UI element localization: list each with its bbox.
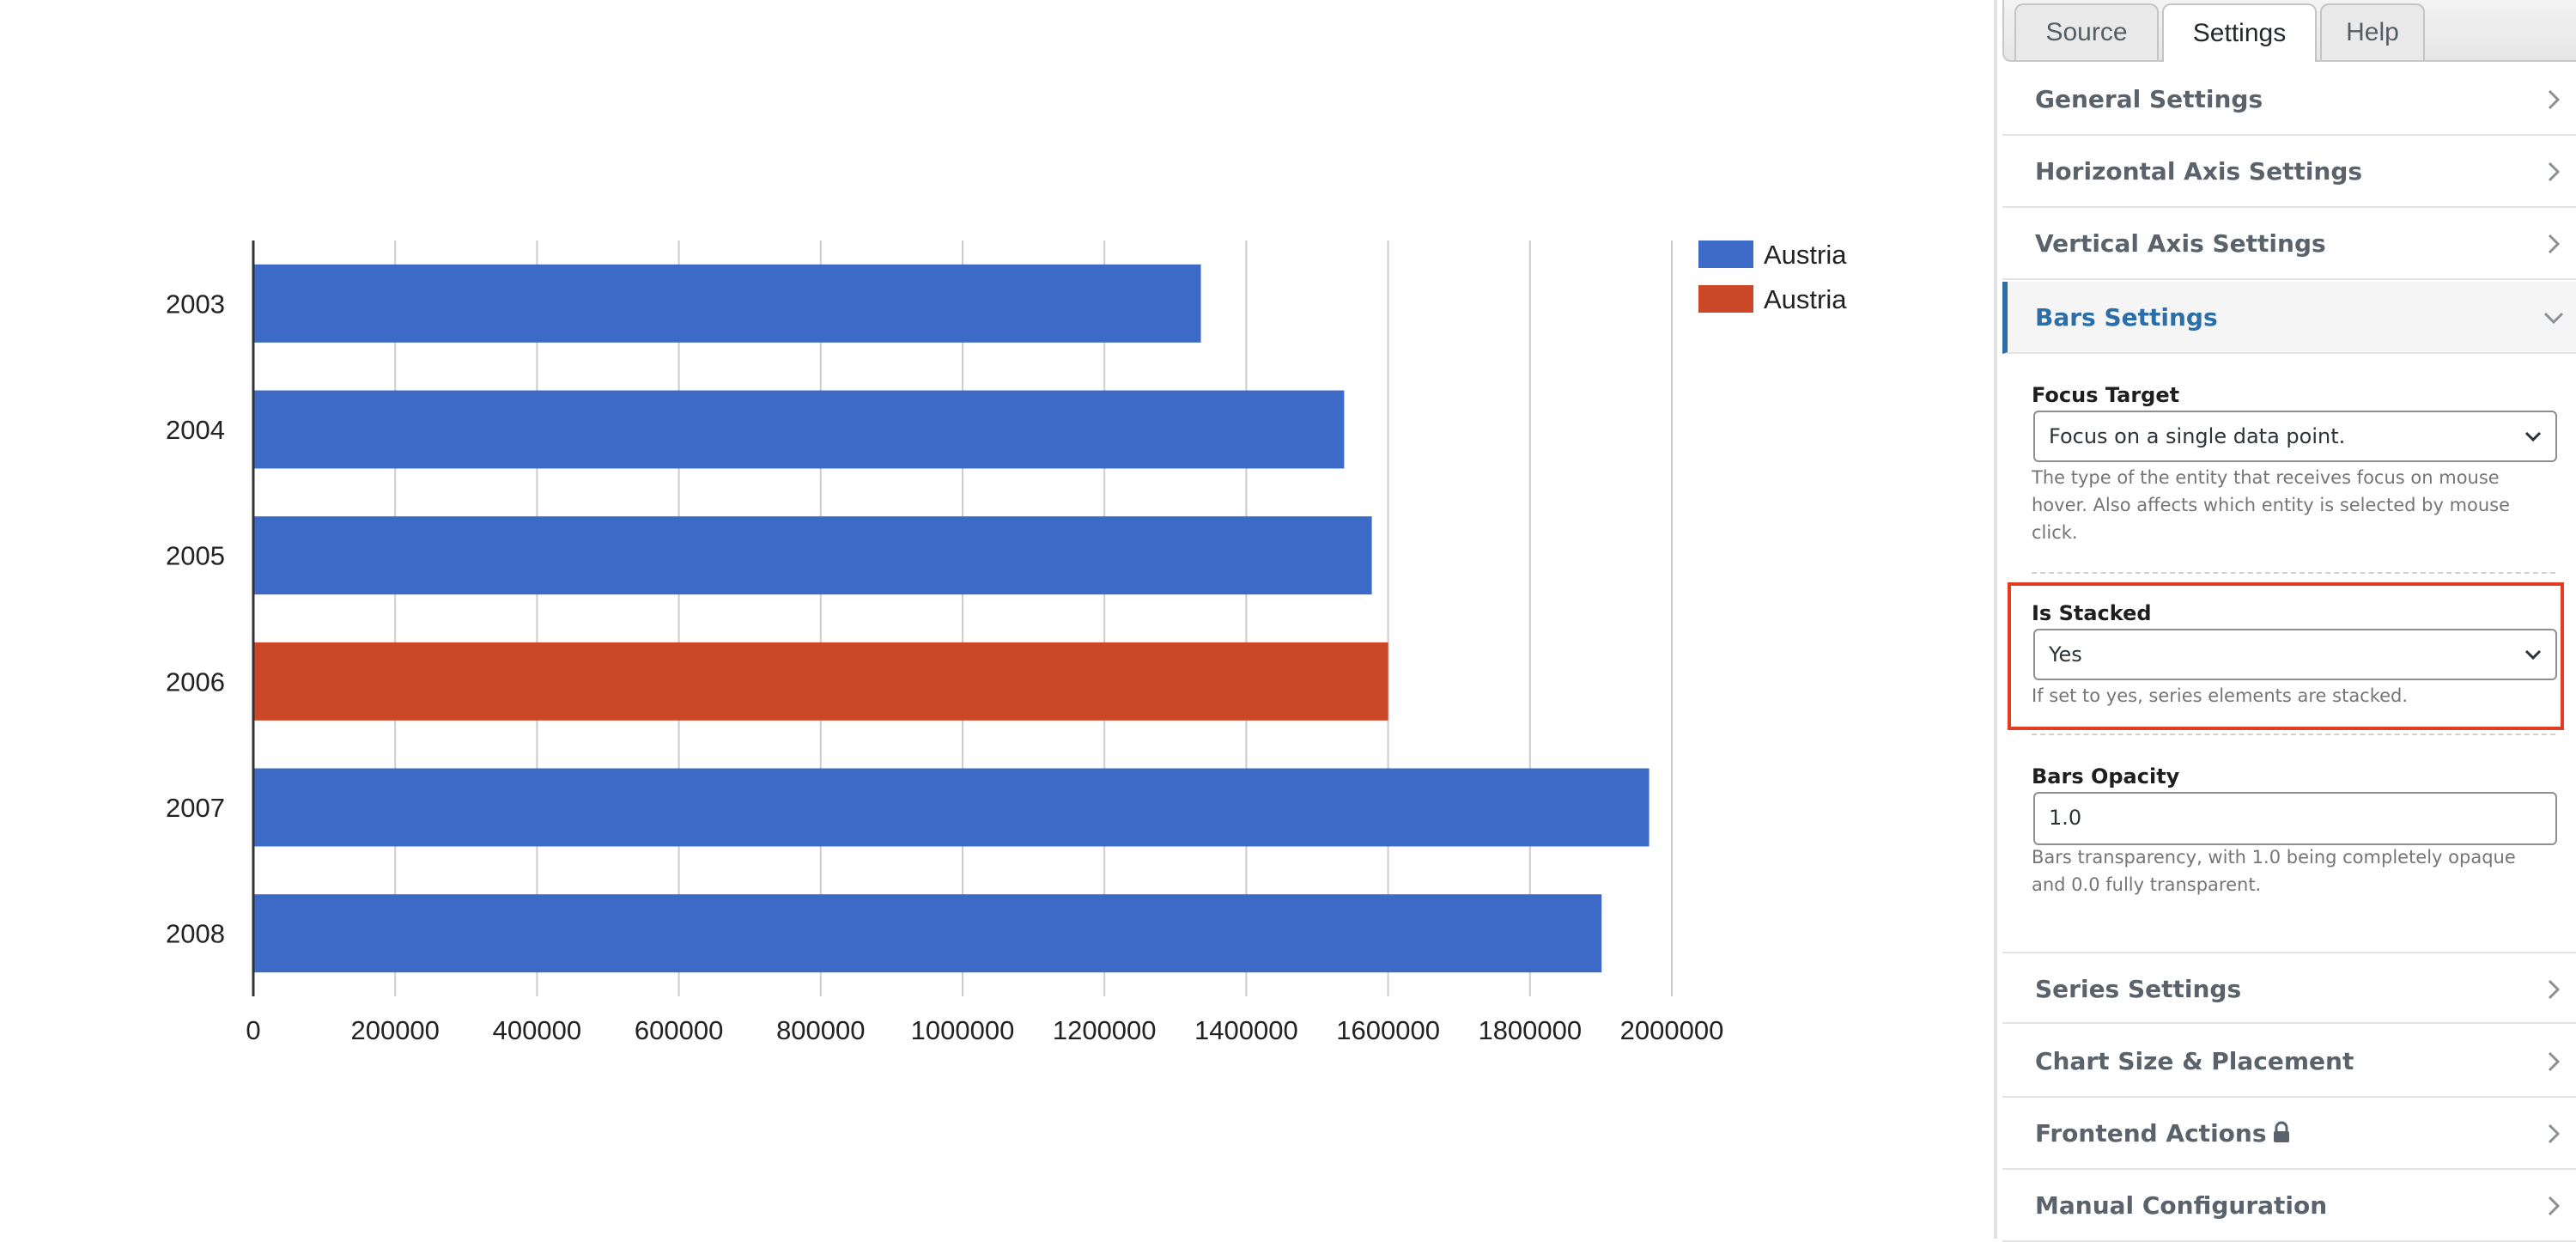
divider	[2032, 572, 2555, 574]
section-title: Series Settings	[2035, 975, 2242, 1003]
legend-label: Austria	[1764, 284, 1847, 314]
chevron-right-icon	[2548, 89, 2561, 110]
section-title: Manual Configuration	[2035, 1191, 2328, 1220]
section-title: General Settings	[2035, 85, 2263, 113]
section-vertical-axis-settings[interactable]: Vertical Axis Settings	[2002, 208, 2576, 280]
section-bars-settings[interactable]: Bars Settings	[2002, 282, 2576, 354]
x-tick-label: 2000000	[1620, 1015, 1724, 1045]
x-tick-label: 1000000	[911, 1015, 1015, 1045]
tab-bar: Source Settings Help	[2002, 0, 2576, 62]
chevron-right-icon	[2548, 1196, 2561, 1216]
section-title: Frontend Actions	[2035, 1098, 2291, 1170]
legend-swatch	[1698, 285, 1753, 313]
section-general-settings[interactable]: General Settings	[2002, 64, 2576, 136]
legend-swatch	[1698, 240, 1753, 268]
bars-opacity-value: 1.0	[2049, 806, 2082, 830]
y-category-label: 2006	[166, 667, 225, 697]
y-category-label: 2003	[166, 289, 225, 319]
x-tick-label: 600000	[635, 1015, 723, 1045]
chevron-right-icon	[2548, 979, 2561, 1000]
chevron-right-icon	[2548, 1123, 2561, 1144]
x-tick-label: 0	[246, 1015, 260, 1045]
bar-2005	[253, 516, 1372, 595]
is-stacked-help: If set to yes, series elements are stack…	[2032, 685, 2409, 706]
bar-2008	[253, 894, 1602, 973]
bar-2006	[253, 642, 1388, 721]
dropdown-arrow-icon	[2524, 649, 2542, 661]
y-category-label: 2007	[166, 793, 225, 823]
y-category-label: 2005	[166, 541, 225, 571]
focus-target-value: Focus on a single data point.	[2049, 424, 2346, 448]
bar-chart: 0 200000 400000 600000 800000 1000000 1200000 1…	[166, 240, 1847, 1045]
y-category-label: 2004	[166, 415, 225, 445]
bars-opacity-help-1: Bars transparency, with 1.0 being comple…	[2032, 847, 2516, 868]
section-title: Vertical Axis Settings	[2035, 229, 2326, 258]
x-tick-label: 1600000	[1336, 1015, 1440, 1045]
y-category-label: 2008	[166, 919, 225, 949]
focus-target-help-3: click.	[2032, 522, 2078, 543]
dropdown-arrow-icon	[2524, 431, 2542, 442]
x-tick-label: 1800000	[1478, 1015, 1582, 1045]
section-frontend-actions[interactable]: Frontend Actions	[2002, 1098, 2576, 1170]
focus-target-help-1: The type of the entity that receives foc…	[2032, 467, 2500, 488]
section-horizontal-axis-settings[interactable]: Horizontal Axis Settings	[2002, 136, 2576, 208]
is-stacked-select[interactable]: Yes	[2033, 629, 2557, 680]
bar-2007	[253, 768, 1649, 847]
section-series-settings[interactable]: Series Settings	[2002, 952, 2576, 1024]
legend-label: Austria	[1764, 240, 1847, 270]
section-title: Bars Settings	[2035, 303, 2218, 332]
settings-panel: Source Settings Help General Settings Ho…	[1994, 0, 2576, 1242]
section-title-text: Frontend Actions	[2035, 1119, 2267, 1148]
bar-2004	[253, 390, 1345, 469]
bars-opacity-help-2: and 0.0 fully transparent.	[2032, 874, 2262, 895]
x-tick-label: 800000	[776, 1015, 865, 1045]
x-tick-label: 200000	[350, 1015, 439, 1045]
tab-source[interactable]: Source	[2014, 3, 2159, 60]
divider	[2032, 734, 2555, 735]
bar-2003	[253, 264, 1201, 343]
chevron-right-icon	[2548, 1051, 2561, 1072]
x-tick-label: 1200000	[1053, 1015, 1157, 1045]
section-title: Horizontal Axis Settings	[2035, 157, 2363, 186]
x-tick-label: 1400000	[1194, 1015, 1298, 1045]
section-title: Chart Size & Placement	[2035, 1047, 2354, 1075]
focus-target-select[interactable]: Focus on a single data point.	[2033, 411, 2557, 462]
focus-target-help-2: hover. Also affects which entity is sele…	[2032, 495, 2511, 515]
chevron-down-icon	[2543, 312, 2564, 325]
chart-area: 0 200000 400000 600000 800000 1000000 1200000 1…	[166, 240, 1848, 1045]
chevron-right-icon	[2548, 161, 2561, 182]
is-stacked-label: Is Stacked	[2032, 601, 2152, 625]
x-tick-label: 400000	[493, 1015, 581, 1045]
tab-help[interactable]: Help	[2320, 3, 2425, 60]
bars-opacity-input[interactable]: 1.0	[2033, 792, 2557, 845]
chevron-right-icon	[2548, 234, 2561, 254]
section-manual-configuration[interactable]: Manual Configuration	[2002, 1170, 2576, 1242]
bars-opacity-label: Bars Opacity	[2032, 764, 2180, 788]
is-stacked-value: Yes	[2049, 642, 2082, 667]
tab-settings[interactable]: Settings	[2162, 3, 2317, 62]
section-chart-size-placement[interactable]: Chart Size & Placement	[2002, 1026, 2576, 1098]
focus-target-label: Focus Target	[2032, 383, 2180, 407]
lock-icon	[2273, 1121, 2289, 1142]
